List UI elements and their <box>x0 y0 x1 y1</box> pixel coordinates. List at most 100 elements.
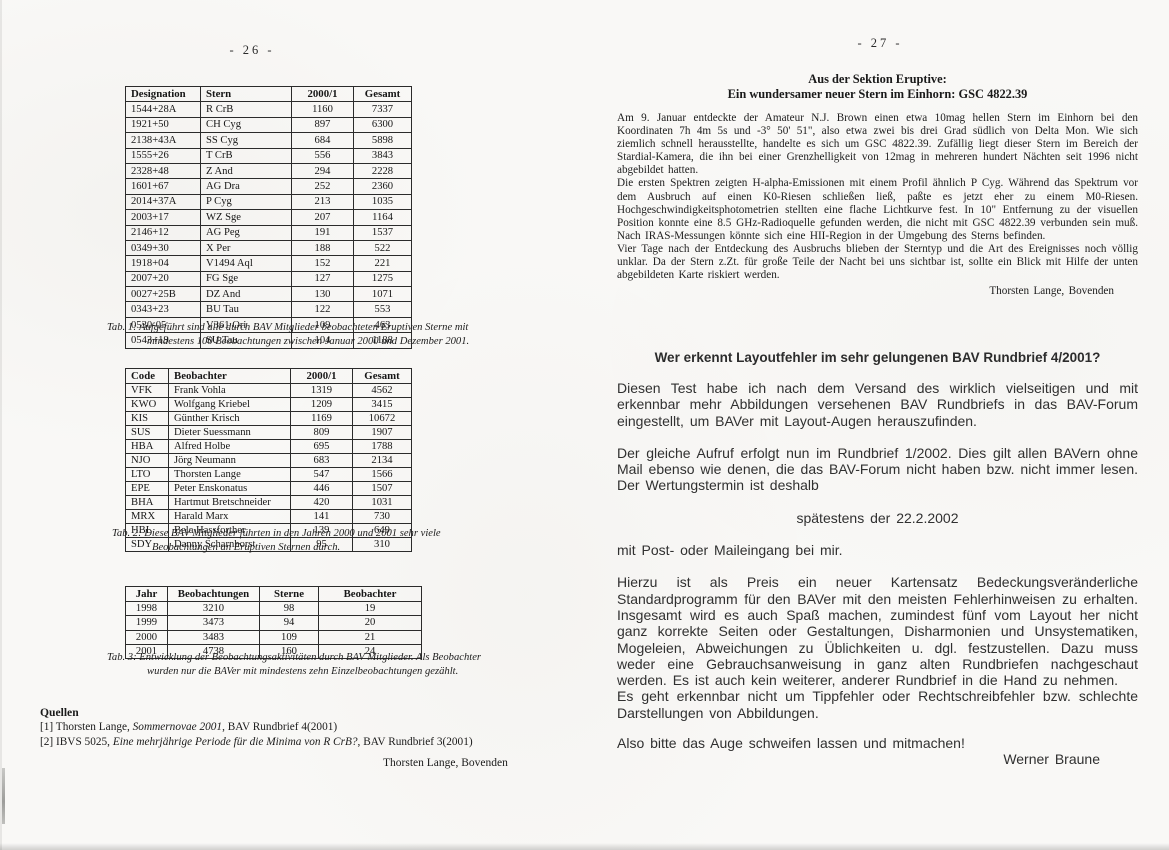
table-cell: 3473 <box>167 615 260 631</box>
article1-paragraph: Vier Tage nach der Entdeckung des Ausbru… <box>617 242 1138 282</box>
table-cell: Frank Vohla <box>168 383 291 398</box>
table-cell: 95 <box>290 537 353 552</box>
table-cell: 1601+67 <box>125 178 201 195</box>
table-row: 2014+37A P Cyg 213 1035 <box>125 193 412 211</box>
column-header: 2000/1 <box>290 368 353 384</box>
table-cell: 5898 <box>353 132 412 149</box>
column-header: Jahr <box>125 586 168 602</box>
table-cell: 94 <box>259 615 319 631</box>
article2-paragraph: Also bitte das Auge schweifen lassen und… <box>617 735 965 752</box>
table-cell: 122 <box>291 301 354 318</box>
table-cell: 98 <box>259 600 319 617</box>
table-cell: 2228 <box>353 162 412 180</box>
table-cell: 683 <box>290 453 353 468</box>
table-cell: 141 <box>290 509 353 524</box>
table-cell: 420 <box>290 495 353 510</box>
article1-paragraph: Am 9. Januar entdeckte der Amateur N.J. … <box>617 112 1138 177</box>
table-row: EPE Peter Enskonatus 446 1507 <box>125 481 412 496</box>
source-reference: [1] Thorsten Lange, Sommernovae 2001, BA… <box>40 720 585 735</box>
table-row: 2328+48 Z And 294 2228 <box>125 162 412 180</box>
table-cell: 1999 <box>125 615 168 631</box>
table-cell: AG Dra <box>200 178 292 195</box>
table-cell: Thorsten Lange <box>168 467 291 482</box>
column-header: Code <box>125 368 169 384</box>
table-row: 1921+50 CH Cyg 897 6300 <box>125 116 412 134</box>
column-header: 2000/1 <box>291 85 354 103</box>
table-cell: 310 <box>352 537 412 552</box>
table-cell: 252 <box>291 178 354 195</box>
table-cell: SDY <box>125 537 169 552</box>
article2-heading: Wer erkennt Layoutfehler im sehr gelunge… <box>654 350 1101 365</box>
table-cell: 1169 <box>290 411 353 426</box>
column-header: Stern <box>200 85 292 103</box>
sources-title: Quellen <box>40 706 79 719</box>
activity-table: Jahr Beobachtungen Sterne Beobachter 199… <box>125 586 422 660</box>
table-cell: 1188 <box>353 332 412 349</box>
table-cell: 2000 <box>125 629 168 645</box>
table-cell: 3415 <box>352 397 412 412</box>
column-header: Sterne <box>259 586 319 602</box>
table-cell: V1494 Aql <box>200 255 292 272</box>
table-cell: 809 <box>290 425 353 440</box>
table-row: HBA Alfred Holbe 695 1788 <box>125 439 412 454</box>
table-row: MRX Harald Marx 141 730 <box>125 509 412 524</box>
page-number-26: - 26 - <box>229 43 275 57</box>
table-cell: 191 <box>291 224 354 241</box>
table-cell: 1319 <box>290 383 353 398</box>
article1-heading: Aus der Sektion Eruptive: Ein wundersame… <box>617 72 1138 102</box>
table-cell: 4562 <box>352 383 412 398</box>
table-cell: 0349+30 <box>125 239 201 257</box>
table-cell: 1160 <box>291 101 354 118</box>
table-cell: 19 <box>318 600 422 617</box>
table-cell: 2134 <box>352 453 412 468</box>
table-cell: 3210 <box>167 600 260 617</box>
table-cell: 1071 <box>353 286 412 303</box>
table-cell: VFK <box>125 383 169 398</box>
table-cell: 1918+04 <box>125 255 201 272</box>
article2-paragraph: Hierzu ist als Preis ein neuer Kartensat… <box>617 574 1138 689</box>
table-cell: Wolfgang Kriebel <box>168 397 291 412</box>
table-cell: HBA <box>125 439 169 454</box>
table2-caption: Tab. 2: Diese BAV Mitglieder führten in … <box>112 528 441 553</box>
table-row: 2007+20 FG Sge 127 1275 <box>125 270 412 288</box>
table-cell: Dieter Suessmann <box>168 425 291 440</box>
table3-caption: Tab. 3: Entwicklung der Beobachtungsakti… <box>107 652 482 677</box>
table-cell: 109 <box>259 629 319 645</box>
table-cell: 2014+37A <box>125 193 201 211</box>
table-row: 1601+67 AG Dra 252 2360 <box>125 178 412 195</box>
table-cell: 1537 <box>353 224 412 241</box>
table-cell: Alfred Holbe <box>168 439 291 454</box>
table-cell: 0530-05 <box>125 316 201 334</box>
column-header: Designation <box>125 85 201 103</box>
table-row: 2003+17 WZ Sge 207 1164 <box>125 209 412 226</box>
table-cell: Hartmut Bretschneider <box>168 495 291 510</box>
sources-block: Quellen [1] Thorsten Lange, Sommernovae … <box>40 705 585 750</box>
reference-text: [1] Thorsten Lange, <box>40 721 133 733</box>
table-row: 0027+25B DZ And 130 1071 <box>125 286 412 303</box>
table-cell: 897 <box>291 116 354 134</box>
table-row: 2146+12 AG Peg 191 1537 <box>125 224 412 241</box>
table-cell: 207 <box>291 209 354 226</box>
table-header-row: Jahr Beobachtungen Sterne Beobachter <box>125 586 422 602</box>
table-cell: 1275 <box>353 270 412 288</box>
reference-title: Eine mehrjährige Periode für die Minima … <box>112 736 358 748</box>
table-row: NJO Jörg Neumann 683 2134 <box>125 453 412 468</box>
table-cell: 1164 <box>353 209 412 226</box>
table-cell: MRX <box>125 509 169 524</box>
table-cell: SUS <box>125 425 169 440</box>
table-cell: 20 <box>318 615 422 631</box>
table-cell: 104 <box>291 332 354 349</box>
table-cell: SU Tau <box>200 332 292 349</box>
table-row: KIS Günther Krisch 1169 10672 <box>125 411 412 426</box>
table-cell: R CrB <box>200 101 292 118</box>
table-cell: 1555+26 <box>125 147 201 164</box>
table-cell: 2328+48 <box>125 162 201 180</box>
table-row: HBL Bela Hassforther 139 649 <box>125 523 412 538</box>
table-row: 1555+26 T CrB 556 3843 <box>125 147 412 164</box>
table-cell: 2138+43A <box>125 132 201 149</box>
column-header: Beobachter <box>168 368 291 384</box>
table-cell: V361 Ori <box>200 316 292 334</box>
table-row: KWO Wolfgang Kriebel 1209 3415 <box>125 397 412 412</box>
table-cell: WZ Sge <box>200 209 292 226</box>
table-cell: 1031 <box>352 495 412 510</box>
